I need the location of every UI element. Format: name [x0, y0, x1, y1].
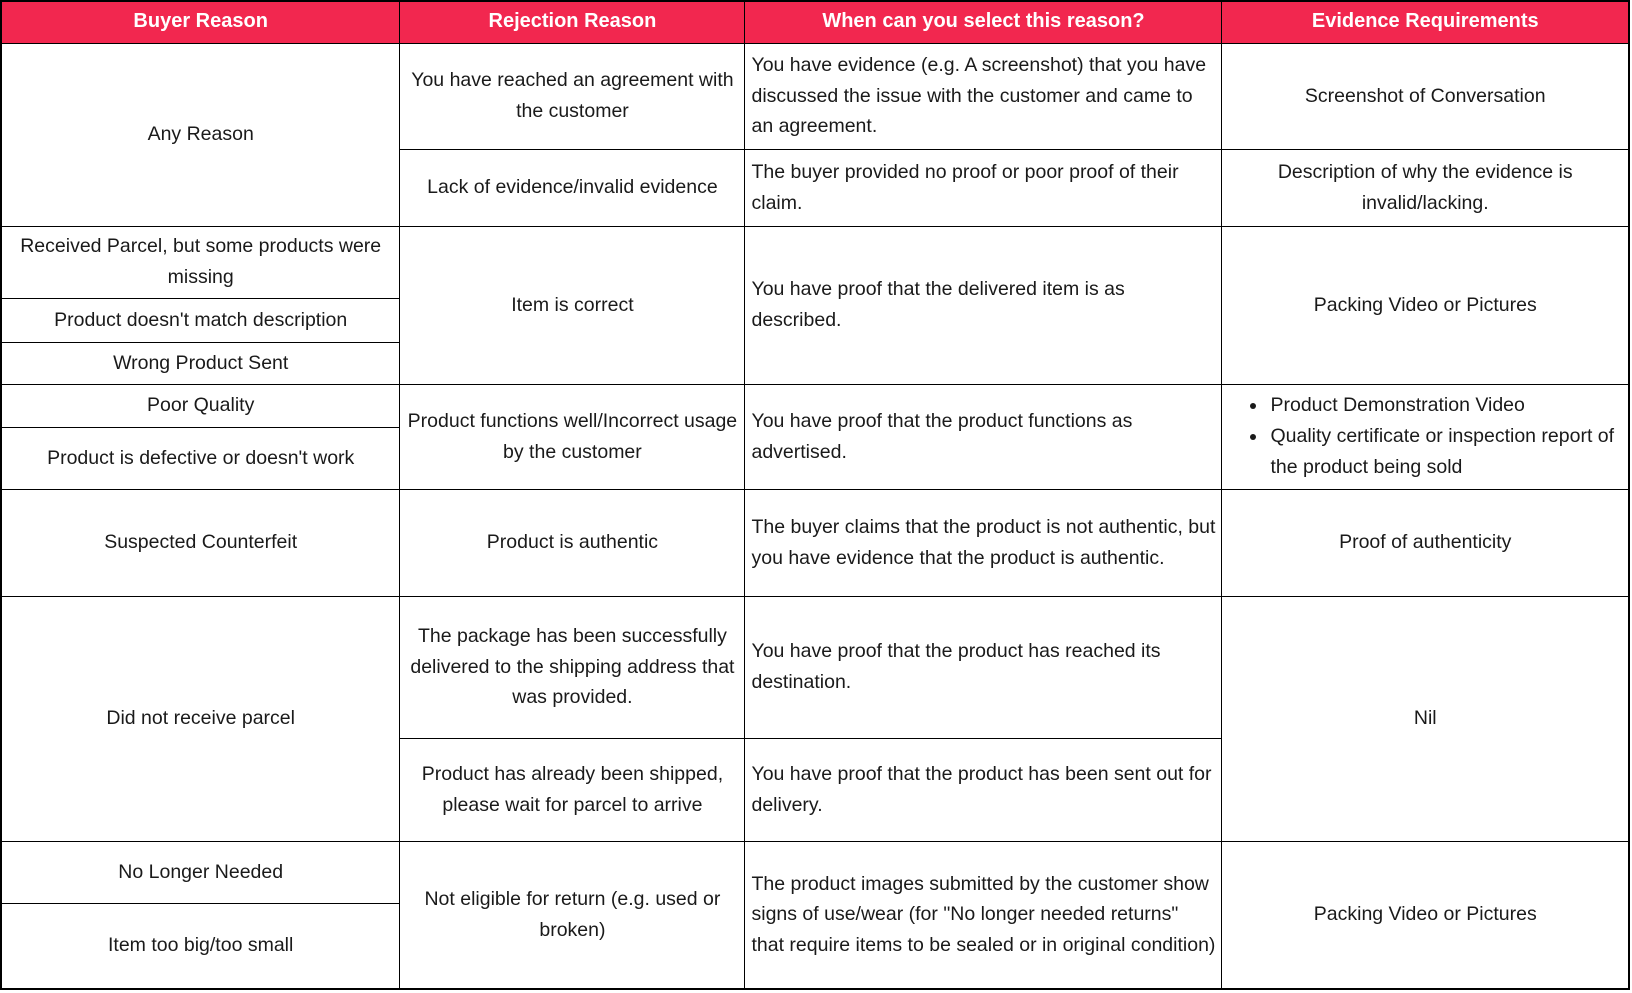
- cell-evidence-screenshot: Screenshot of Conversation: [1221, 42, 1630, 150]
- cell-buyer-no-parcel: Did not receive parcel: [0, 595, 401, 842]
- table-row: Any Reason You have reached an agreement…: [0, 42, 1630, 227]
- cell-evidence-description-invalid: Description of why the evidence is inval…: [1221, 148, 1630, 227]
- cell-when-authentic: The buyer claims that the product is not…: [744, 488, 1223, 597]
- cell-buyer-doesnt-match: Product doesn't match description: [0, 297, 401, 343]
- cell-buyer-too-big-small: Item too big/too small: [0, 902, 401, 990]
- table-row: Product doesn't match description: [0, 297, 1629, 343]
- cell-buyer-poor-quality: Poor Quality: [0, 383, 401, 428]
- cell-when-agreement: You have evidence (e.g. A screenshot) th…: [744, 42, 1223, 150]
- cell-rejection-delivered: The package has been successfully delive…: [399, 595, 746, 739]
- table-row: Poor Quality Product functions well/Inco…: [0, 383, 1630, 490]
- cell-rejection-authentic: Product is authentic: [399, 488, 746, 597]
- table-row: No Longer Needed Not eligible for return…: [0, 840, 1630, 990]
- table-row: Did not receive parcel The package has b…: [0, 595, 1630, 842]
- cell-evidence-authenticity: Proof of authenticity: [1221, 488, 1630, 597]
- cell-rejection-functions-well: Product functions well/Incorrect usage b…: [399, 383, 746, 490]
- evidence-bullet-item: Quality certificate or inspection report…: [1268, 421, 1622, 483]
- cell-rejection-lack-evidence: Lack of evidence/invalid evidence: [399, 148, 746, 227]
- evidence-bullet-item: Product Demonstration Video: [1268, 390, 1622, 421]
- cell-buyer-no-longer-needed: No Longer Needed: [0, 840, 401, 904]
- evidence-bullet-list: Product Demonstration Video Quality cert…: [1228, 390, 1622, 482]
- cell-when-shipped: You have proof that the product has been…: [744, 737, 1223, 842]
- table-row: Lack of evidence/invalid evidence The bu…: [1, 148, 1630, 227]
- header-buyer-reason: Buyer Reason: [0, 0, 401, 44]
- cell-rejection-item-correct: Item is correct: [399, 225, 746, 385]
- header-when-select: When can you select this reason?: [744, 0, 1223, 44]
- table-row: Product is defective or doesn't work: [0, 426, 1629, 490]
- header-rejection-reason: Rejection Reason: [399, 0, 746, 44]
- cell-rejection-agreement: You have reached an agreement with the c…: [399, 42, 746, 150]
- cell-evidence-nil: Nil: [1221, 595, 1630, 842]
- cell-buyer-defective: Product is defective or doesn't work: [0, 426, 401, 490]
- cell-when-functions-well: You have proof that the product function…: [744, 383, 1223, 490]
- cell-evidence-demo-list: Product Demonstration Video Quality cert…: [1221, 383, 1630, 490]
- table-row: Wrong Product Sent: [0, 341, 1629, 385]
- table-row: Product has already been shipped, please…: [1, 737, 1629, 842]
- table-row: Received Parcel, but some products were …: [0, 225, 1630, 385]
- cell-buyer-wrong-product: Wrong Product Sent: [0, 341, 401, 385]
- cell-when-item-correct: You have proof that the delivered item i…: [744, 225, 1223, 385]
- cell-buyer-counterfeit: Suspected Counterfeit: [0, 488, 401, 597]
- table-header-row: Buyer Reason Rejection Reason When can y…: [0, 0, 1630, 44]
- cell-when-not-eligible: The product images submitted by the cust…: [744, 840, 1223, 990]
- cell-buyer-any-reason: Any Reason: [0, 42, 401, 227]
- cell-evidence-packing-video: Packing Video or Pictures: [1221, 225, 1630, 385]
- cell-buyer-missing-products: Received Parcel, but some products were …: [0, 225, 401, 299]
- header-evidence-requirements: Evidence Requirements: [1221, 0, 1630, 44]
- cell-when-delivered: You have proof that the product has reac…: [744, 595, 1223, 739]
- cell-when-lack-evidence: The buyer provided no proof or poor proo…: [744, 148, 1223, 227]
- table-row: Item too big/too small: [0, 902, 1629, 990]
- cell-rejection-not-eligible: Not eligible for return (e.g. used or br…: [399, 840, 746, 990]
- table-row: Suspected Counterfeit Product is authent…: [0, 488, 1630, 597]
- cell-evidence-packing-video-2: Packing Video or Pictures: [1221, 840, 1630, 990]
- cell-rejection-shipped: Product has already been shipped, please…: [399, 737, 746, 842]
